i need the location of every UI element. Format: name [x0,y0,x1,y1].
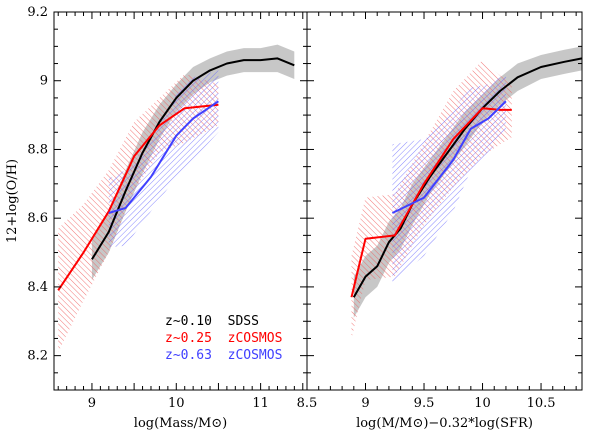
legend-entry-2: z~0.63 zCOSMOS [165,348,282,363]
panel-left-x-axis-title: log(Mass/M⊙) [134,416,227,431]
panel-right-x-tick-label: 9.5 [414,396,435,411]
panel-right-x-tick-label: 10.5 [527,396,556,411]
panel-left-y-tick-label: 8.2 [27,349,48,364]
panel-left-series-line-1 [57,103,219,291]
panel-left-x-tick-label: 11 [252,396,269,411]
panel-left-x-tick-label: 9 [88,396,96,411]
legend-entry-0: z~0.10 SDSS [165,314,259,329]
panel-right-band-0 [353,46,582,318]
legend-entry-1: z~0.25 zCOSMOS [165,331,282,346]
panel-right-x-axis-title: log(M/M⊙)−0.32*log(SFR) [356,416,533,431]
panel-left-series-line-0 [91,57,295,260]
panel-left-y-tick-label: 8.4 [27,280,48,295]
panel-left-y-tick-label: 9 [40,74,48,89]
panel-left-y-tick-label: 8.8 [27,142,48,157]
panel-left-y-tick-label: 8.6 [27,211,48,226]
panel-left-x-tick-label: 10 [168,396,185,411]
panel-right-x-tick-label: 10 [474,396,491,411]
panel-right-series-line-0 [352,57,583,298]
panel-right-x-tick-label: 9 [361,396,369,411]
panel-right-series-line-2 [391,100,507,214]
panel-left-series-line-2 [108,100,219,214]
panel-right-x-tick-label: 8.5 [297,396,318,411]
panel-left-y-tick-label: 9.2 [27,5,48,20]
panel-left-band-2 [108,70,219,248]
panel-left-y-axis-title: 12+log(O/H) [5,159,20,243]
panel-right-series-line-1 [350,107,512,298]
